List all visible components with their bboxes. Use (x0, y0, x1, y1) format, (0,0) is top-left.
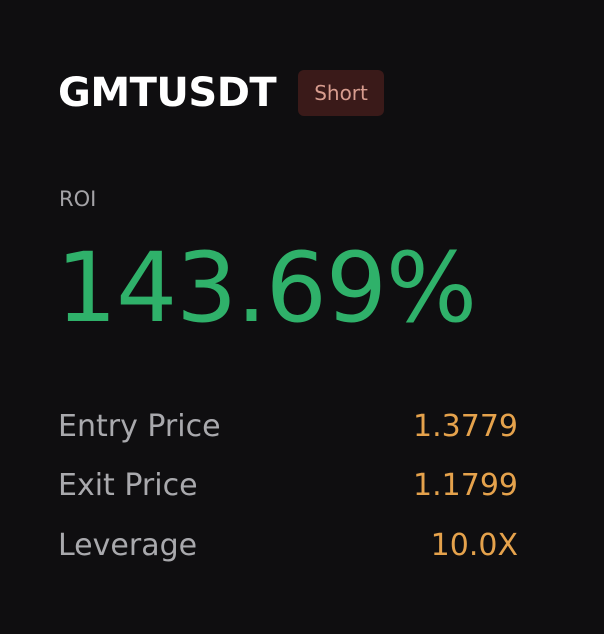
exit-price-label: Exit Price (58, 468, 198, 503)
position-header: GMTUSDT Short (58, 66, 384, 120)
exit-price-row: Exit Price 1.1799 (58, 466, 518, 506)
exit-price-value: 1.1799 (413, 468, 518, 503)
roi-label: ROI (59, 187, 97, 211)
roi-value: 143.69% (56, 232, 477, 344)
leverage-label: Leverage (58, 528, 198, 563)
entry-price-value: 1.3779 (413, 409, 518, 444)
position-side-badge: Short (298, 70, 384, 116)
leverage-row: Leverage 10.0X (58, 526, 518, 566)
entry-price-label: Entry Price (58, 409, 221, 444)
trading-pair-symbol: GMTUSDT (58, 70, 277, 116)
entry-price-row: Entry Price 1.3779 (58, 407, 518, 447)
leverage-value: 10.0X (430, 528, 518, 563)
